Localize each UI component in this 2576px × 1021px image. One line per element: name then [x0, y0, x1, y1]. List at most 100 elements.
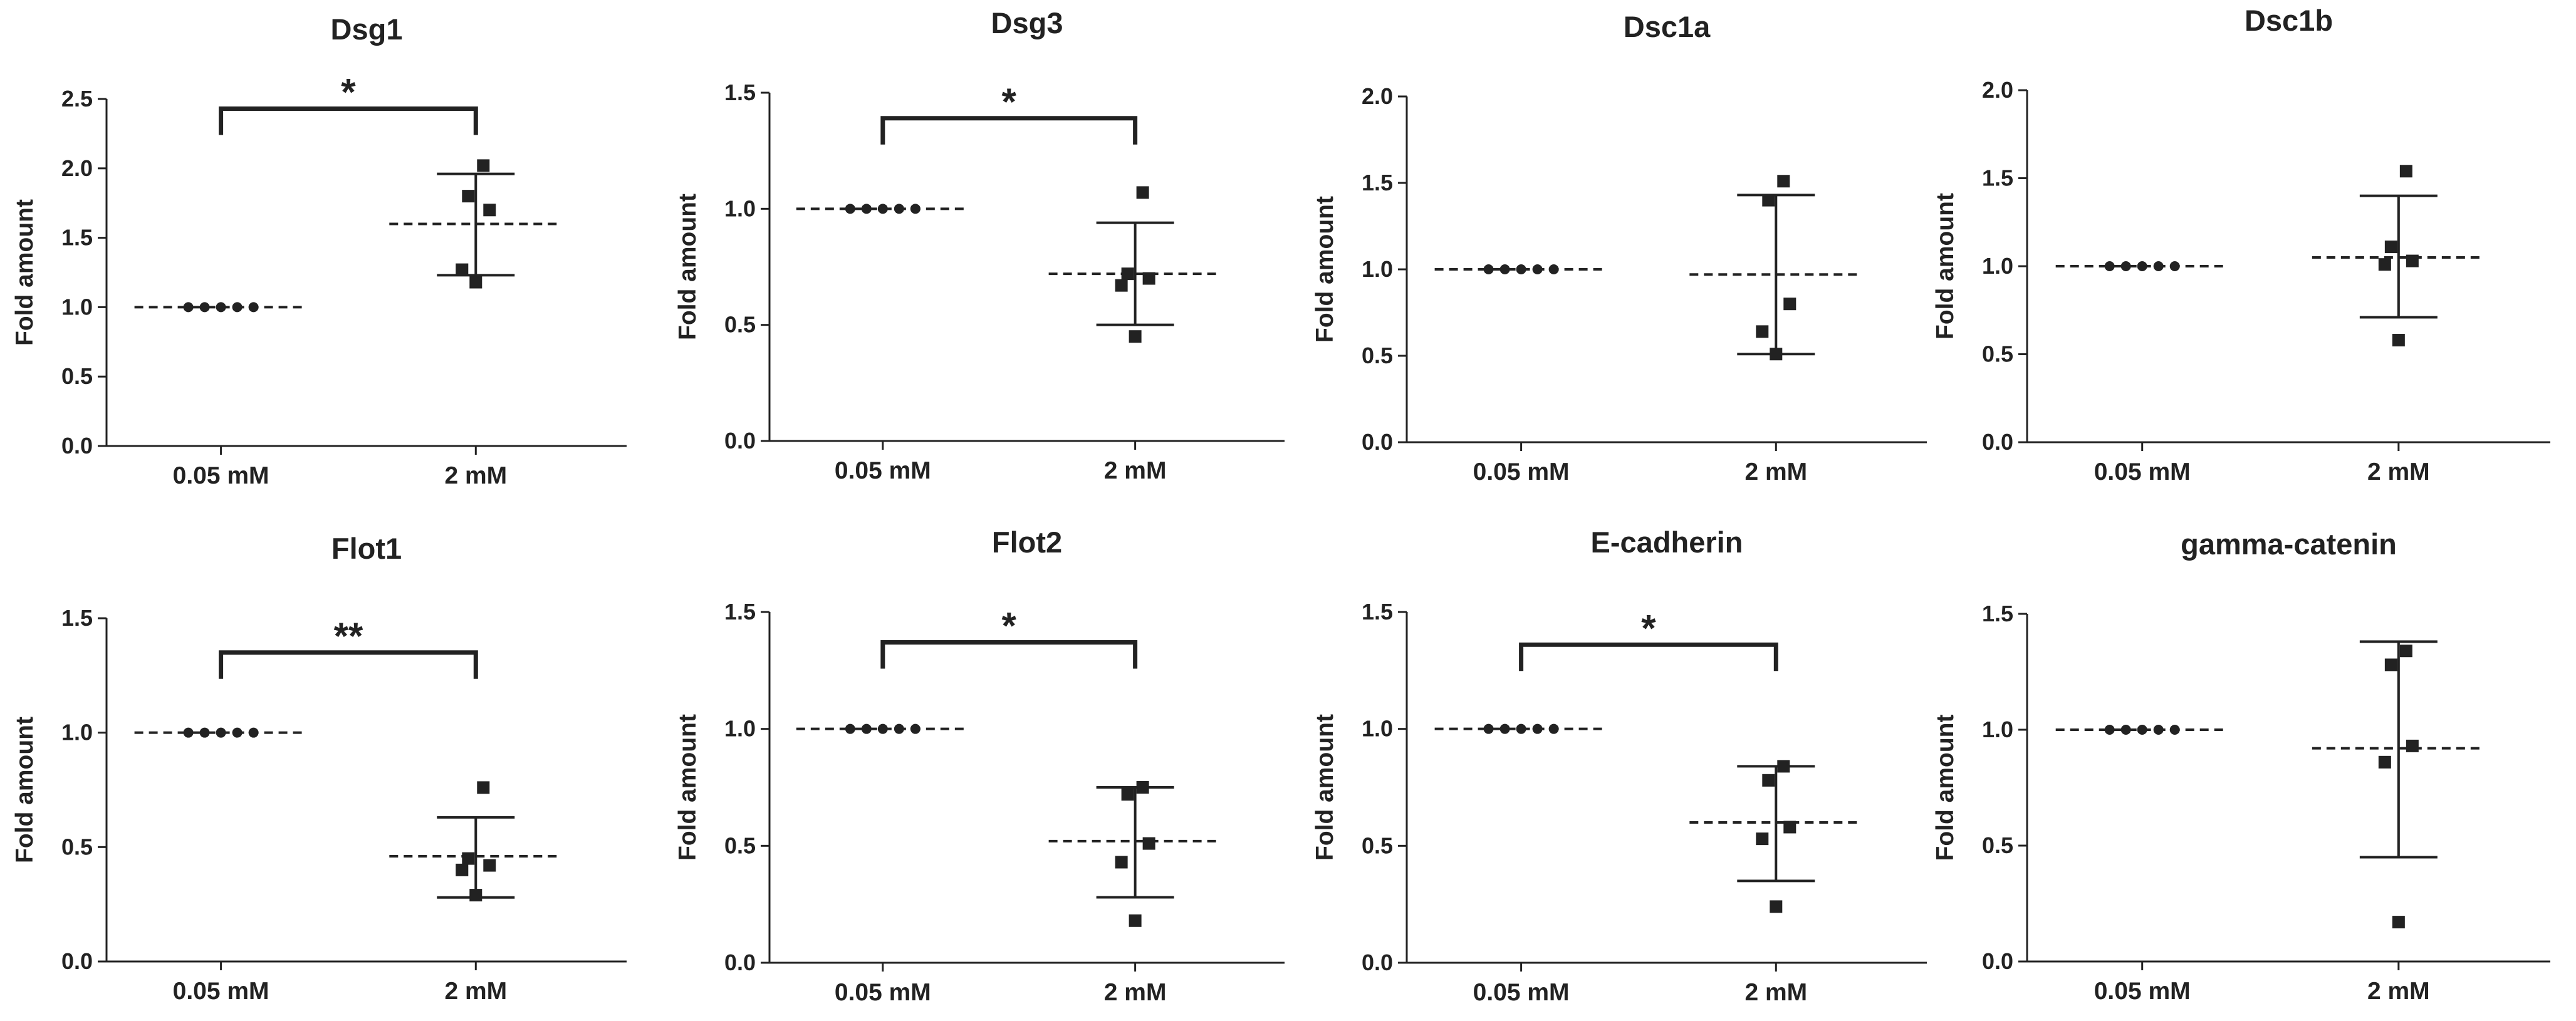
y-tick-label: 1.5: [724, 599, 756, 625]
y-tick-label: 2.0: [1982, 77, 2013, 103]
x-category-label: 2 mM: [444, 978, 507, 1005]
chart-panel-3: Dsc1a Fold amount 0.0 0.5 1.0 1.5 2.0 0.05 mM 2 …: [1311, 10, 1927, 485]
data-point: [199, 727, 210, 738]
series-1: [796, 723, 969, 734]
data-point: [1783, 821, 1796, 834]
data-point: [2153, 725, 2164, 735]
y-tick-label: 1.5: [61, 225, 93, 251]
y-tick-label: 0.0: [61, 433, 93, 459]
data-point: [1142, 272, 1155, 285]
significance-bracket: [880, 116, 1138, 145]
y-tick-label: 1.5: [724, 80, 756, 105]
x-category-label: 2 mM: [1744, 459, 1807, 485]
chart-panel-5: Flot1 Fold amount 0.0 0.5 1.0 1.5 0.05 mM 2 mM *…: [11, 532, 627, 1005]
chart-title: Dsc1a: [1624, 10, 1711, 43]
data-point: [1483, 264, 1494, 274]
x-category-label: 2 mM: [2367, 459, 2430, 485]
y-tick-label: 0.0: [724, 428, 756, 453]
data-point: [2169, 725, 2180, 735]
data-point: [1532, 723, 1543, 734]
series-2: [1689, 175, 1863, 361]
y-tick-label: 0.0: [61, 948, 93, 974]
data-point: [1516, 264, 1526, 274]
data-point: [1756, 325, 1769, 338]
data-point: [1115, 279, 1128, 292]
series-1: [2055, 261, 2229, 271]
y-tick-label: 1.5: [1982, 601, 2013, 626]
data-point: [216, 727, 226, 738]
chart-panel-8: gamma-catenin Fold amount 0.0 0.5 1.0 1.5 0.05…: [1932, 527, 2550, 1005]
y-axis-label: Fold amount: [674, 714, 701, 861]
data-point: [183, 302, 194, 313]
data-point: [1762, 194, 1775, 207]
data-point: [456, 263, 469, 276]
y-tick-label: 0.5: [61, 363, 93, 389]
data-point: [1129, 330, 1142, 343]
y-tick-label: 1.5: [61, 605, 93, 631]
data-point: [1532, 264, 1543, 274]
significance-bracket: [219, 106, 478, 135]
significance-bracket: [880, 640, 1138, 669]
x-category-label: 0.05 mM: [173, 978, 269, 1005]
series-1: [134, 727, 308, 738]
significance-label: *: [1002, 605, 1017, 647]
significance-label: *: [1641, 607, 1656, 649]
x-category-label: 0.05 mM: [2094, 978, 2191, 1005]
y-tick-label: 1.5: [1362, 170, 1393, 195]
chart-title: Dsg1: [331, 13, 403, 46]
data-point: [2137, 261, 2147, 271]
x-category-label: 0.05 mM: [173, 462, 269, 489]
y-tick-label: 2.0: [1362, 83, 1393, 109]
chart-title: Flot2: [992, 526, 1062, 559]
series-2: [389, 159, 563, 289]
x-category-label: 2 mM: [1104, 457, 1167, 484]
y-axis-label: Fold amount: [1932, 193, 1959, 339]
data-point: [232, 302, 242, 313]
data-point: [910, 204, 920, 214]
data-point: [248, 302, 259, 313]
chart-panel-4: Dsc1b Fold amount 0.0 0.5 1.0 1.5 2.0 0.05 mM 2 …: [1932, 4, 2550, 485]
y-tick-label: 1.0: [1982, 717, 2013, 742]
y-tick-label: 0.5: [1982, 341, 2013, 367]
data-point: [477, 159, 490, 172]
y-axis-label: Fold amount: [11, 199, 38, 346]
data-point: [1483, 723, 1494, 734]
data-point: [2120, 725, 2131, 735]
data-point: [2120, 261, 2131, 271]
data-point: [456, 863, 469, 876]
y-tick-label: 1.5: [1982, 165, 2013, 191]
data-point: [2378, 258, 2391, 271]
data-point: [894, 723, 904, 734]
chart-panel-6: Flot2 Fold amount 0.0 0.5 1.0 1.5 0.05 mM 2 mM *: [674, 526, 1285, 1006]
data-point: [2104, 725, 2115, 735]
data-point: [2378, 755, 2391, 769]
x-category-label: 2 mM: [2367, 978, 2430, 1005]
data-point: [232, 727, 242, 738]
chart-title: Flot1: [331, 532, 402, 565]
significance-bracket: [219, 650, 478, 679]
y-tick-label: 1.0: [1362, 256, 1393, 282]
data-point: [1129, 914, 1142, 927]
chart-panel-2: Dsg3 Fold amount 0.0 0.5 1.0 1.5 0.05 mM 2 mM *: [674, 6, 1285, 484]
data-point: [1121, 267, 1134, 281]
data-point: [216, 302, 226, 313]
significance-label: **: [334, 615, 363, 657]
data-point: [183, 727, 194, 738]
y-tick-label: 0.5: [1362, 343, 1393, 368]
chart-title: Dsc1b: [2245, 4, 2333, 37]
series-1: [134, 302, 308, 313]
series-2: [389, 781, 563, 902]
series-1: [2055, 725, 2229, 735]
data-point: [845, 723, 855, 734]
y-tick-label: 0.5: [1982, 832, 2013, 858]
chart-panel-1: Dsg1 Fold amount 0.0 0.5 1.0 1.5 2.0 2.5 0.05 mM…: [11, 13, 627, 489]
data-point: [1783, 298, 1796, 311]
series-2: [1048, 186, 1222, 343]
series-2: [1048, 781, 1222, 927]
x-category-label: 0.05 mM: [2094, 459, 2191, 485]
x-category-label: 0.05 mM: [835, 457, 931, 484]
x-category-label: 0.05 mM: [1473, 979, 1570, 1006]
data-point: [462, 190, 475, 203]
data-point: [2104, 261, 2115, 271]
